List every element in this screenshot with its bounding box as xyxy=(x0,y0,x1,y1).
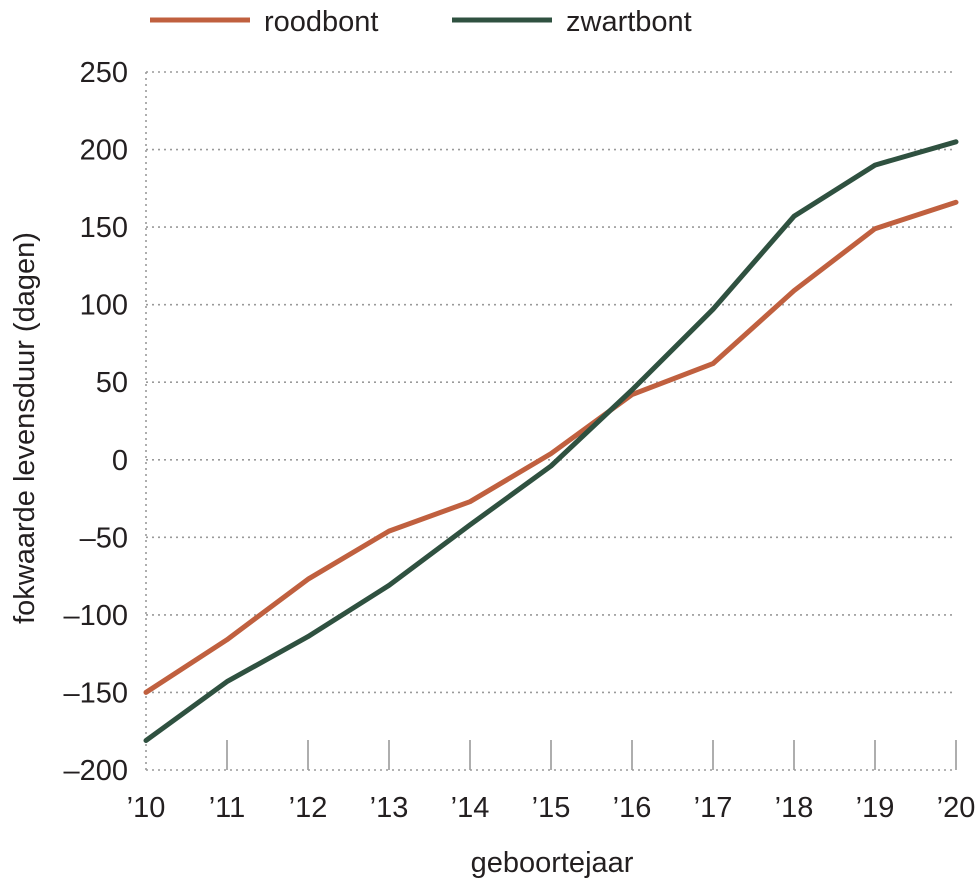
x-axis-ticks: ’10 ’11 ’12 ’13 ’14 ’15 ’16 ’17 ’18 ’19 ’20 xyxy=(127,740,976,824)
y-tick-label: 100 xyxy=(80,290,128,322)
x-tick-label: ’14 xyxy=(451,792,490,824)
y-tick-label: –50 xyxy=(80,522,128,554)
y-tick-label: –200 xyxy=(63,755,128,787)
x-tick-label: ’10 xyxy=(127,792,166,824)
x-tick-label: ’15 xyxy=(532,792,571,824)
y-tick-label: 250 xyxy=(80,57,128,89)
x-tick-label: ’19 xyxy=(856,792,895,824)
x-tick-label: ’12 xyxy=(289,792,328,824)
y-tick-label: 0 xyxy=(112,445,128,477)
y-tick-label: 200 xyxy=(80,135,128,167)
y-tick-label: –100 xyxy=(63,600,128,632)
series-line-roodbont xyxy=(143,199,959,695)
x-tick-label: ’17 xyxy=(694,792,733,824)
y-tick-label: 50 xyxy=(96,367,128,399)
gridlines xyxy=(145,71,956,771)
x-tick-label: ’11 xyxy=(209,792,246,824)
y-tick-label: –150 xyxy=(63,677,128,709)
x-tick-label: ’18 xyxy=(775,792,814,824)
series-lines xyxy=(143,139,959,743)
series-line-zwartbont xyxy=(143,139,959,743)
legend: roodbont zwartbont xyxy=(150,6,692,38)
x-axis-title: geboortejaar xyxy=(471,847,634,879)
x-tick-label: ’16 xyxy=(613,792,652,824)
x-tick-label: ’13 xyxy=(370,792,409,824)
y-axis-title: fokwaarde levensduur (dagen) xyxy=(9,232,41,624)
y-tick-label: 150 xyxy=(80,212,128,244)
legend-label-roodbont: roodbont xyxy=(264,6,379,38)
x-tick-label: ’20 xyxy=(937,792,976,824)
legend-label-zwartbont: zwartbont xyxy=(566,6,692,38)
y-axis-tick-labels: –200 –150 –100 –50 0 50 100 150 200 250 xyxy=(63,57,128,787)
